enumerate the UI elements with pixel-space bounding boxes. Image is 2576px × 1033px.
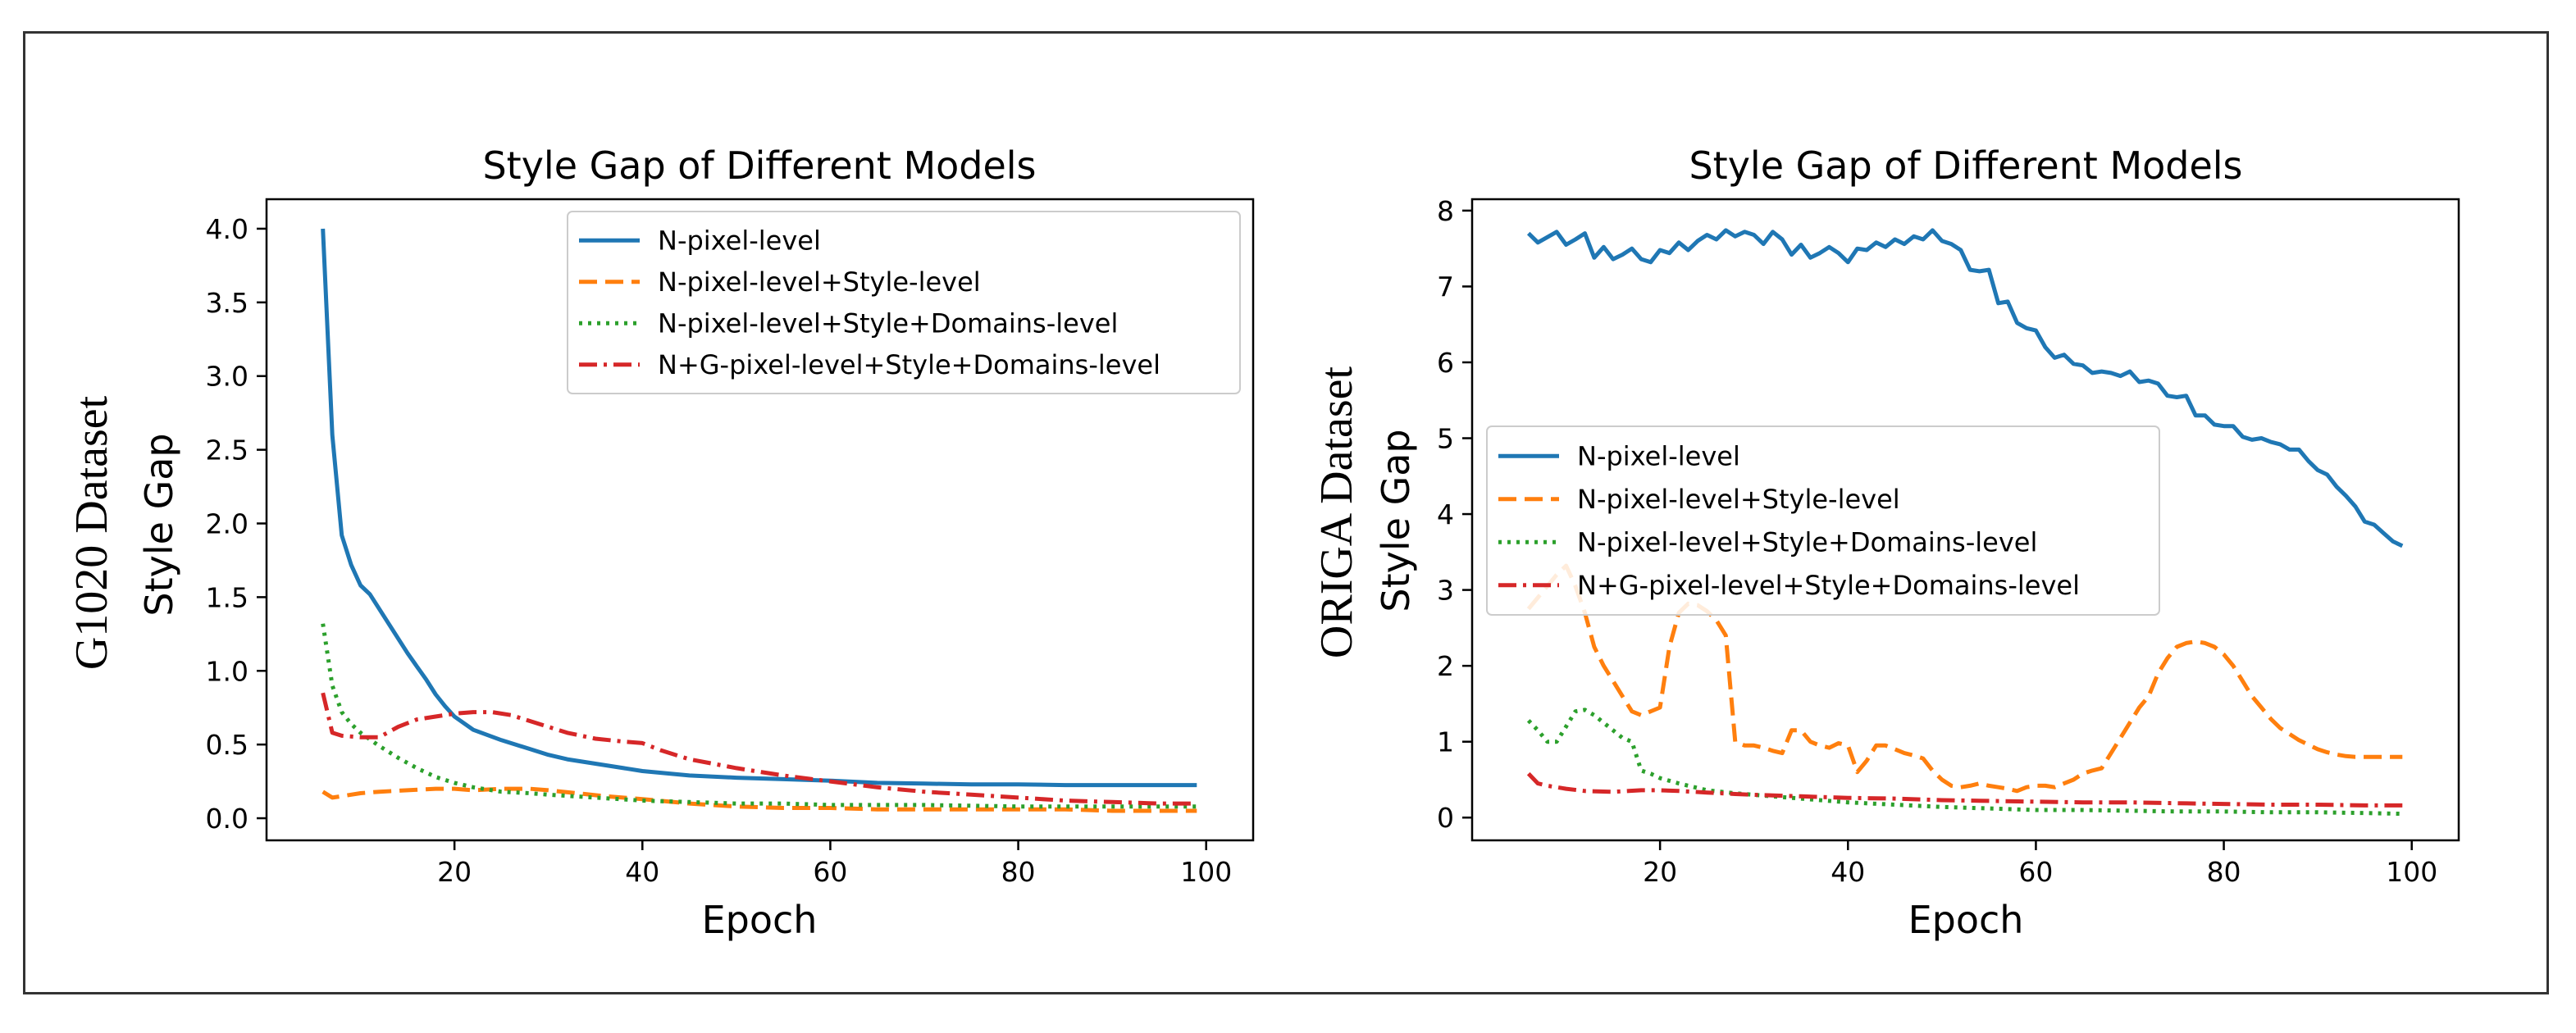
plot-frame-0	[265, 198, 1255, 842]
y-tick-label-0-2: 1.0	[206, 655, 248, 687]
series-line-1-3	[1526, 771, 2403, 808]
y-tick-label-0-1: 0.5	[206, 729, 248, 761]
legend-entry-1-1: N-pixel-level+Style-level	[1577, 484, 1900, 515]
y-tick-label-0-3: 1.5	[206, 581, 248, 613]
x-tick-label-0-2: 60	[813, 856, 847, 888]
series-line-0-3	[321, 692, 1197, 806]
legend-entry-0-0: N-pixel-level	[658, 225, 821, 256]
y-tick-label-0-4: 2.0	[206, 507, 248, 539]
x-axis-label-origa: Epoch	[1908, 898, 2024, 942]
y-tick-label-0-5: 2.5	[206, 435, 248, 466]
series-line-1-0	[1526, 228, 2404, 548]
y-tick-label-1-1: 1	[1437, 726, 1454, 758]
chart-panel-g1020: G1020 Dataset Style Gap Style Gap of Dif…	[66, 143, 1255, 942]
x-tick-label-0-0: 20	[437, 856, 472, 888]
series-line-0-1	[321, 786, 1197, 813]
y-tick-label-1-3: 3	[1437, 575, 1454, 607]
y-tick-label-1-5: 5	[1437, 423, 1454, 455]
y-axis-label-g1020: Style Gap	[137, 433, 181, 616]
chart-title-g1020: Style Gap of Different Models	[482, 143, 1036, 188]
legend-entry-0-1: N-pixel-level+Style-level	[658, 266, 981, 298]
series-line-0-0	[321, 228, 1197, 788]
legend-box-1	[1486, 425, 2160, 616]
y-tick-label-1-2: 2	[1437, 650, 1454, 682]
dataset-label-g1020: G1020 Dataset	[66, 395, 117, 670]
y-axis-label-origa: Style Gap	[1374, 429, 1418, 612]
chart-panel-origa: ORIGA Dataset Style Gap Style Gap of Dif…	[1311, 143, 2460, 942]
legend-entry-0-3: N+G-pixel-level+Style+Domains-level	[658, 349, 1160, 380]
y-tick-label-1-4: 4	[1437, 498, 1454, 530]
figure-frame	[23, 31, 2549, 994]
legend-entry-1-0: N-pixel-level	[1577, 440, 1740, 471]
y-tick-label-1-8: 8	[1437, 195, 1454, 227]
plot-frame-1	[1470, 198, 2460, 842]
series-line-1-1	[1526, 563, 2403, 794]
y-tick-label-0-7: 3.5	[206, 287, 248, 319]
x-tick-label-1-0: 20	[1643, 856, 1677, 888]
x-tick-label-1-4: 100	[2386, 856, 2437, 888]
y-tick-label-0-8: 4.0	[206, 213, 248, 245]
x-tick-label-1-1: 40	[1831, 856, 1865, 888]
series-line-0-2	[321, 623, 1197, 809]
x-tick-label-1-2: 60	[2018, 856, 2053, 888]
legend-entry-1-2: N-pixel-level+Style+Domains-level	[1577, 526, 2037, 557]
y-tick-label-0-6: 3.0	[206, 361, 248, 393]
legend-entry-1-3: N+G-pixel-level+Style+Domains-level	[1577, 570, 2080, 601]
legend-box-0	[567, 211, 1241, 394]
dataset-label-origa: ORIGA Dataset	[1311, 366, 1362, 658]
chart-title-origa: Style Gap of Different Models	[1689, 143, 2242, 188]
series-line-1-2	[1526, 708, 2403, 817]
x-tick-label-0-1: 40	[625, 856, 659, 888]
x-tick-label-0-3: 80	[1001, 856, 1036, 888]
y-tick-label-1-6: 6	[1437, 347, 1454, 379]
y-tick-label-1-0: 0	[1437, 802, 1454, 834]
x-tick-label-0-4: 100	[1180, 856, 1232, 888]
x-tick-label-1-3: 80	[2207, 856, 2241, 888]
legend-entry-0-2: N-pixel-level+Style+Domains-level	[658, 307, 1118, 339]
y-tick-label-0-0: 0.0	[206, 803, 248, 835]
x-axis-label-g1020: Epoch	[702, 898, 818, 942]
y-tick-label-1-7: 7	[1437, 271, 1454, 303]
